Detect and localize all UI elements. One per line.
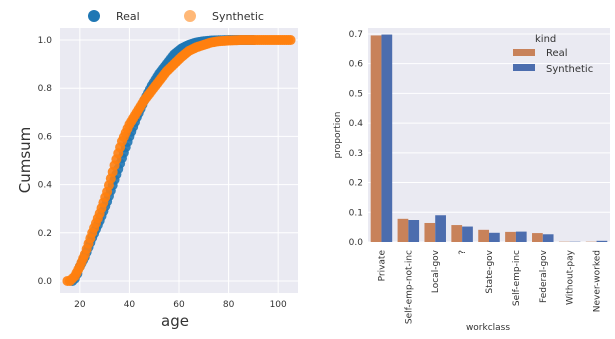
- cumsum-x-ticks: 20 40 60 80 100: [74, 300, 287, 310]
- y-tick-label: 0.0: [38, 277, 53, 287]
- legend-marker-real: [88, 10, 100, 22]
- y-tick-label: 0.3: [349, 149, 363, 159]
- bar-real-state-gov: [478, 229, 489, 242]
- bar-real--: [451, 225, 463, 242]
- y-tick-label: 0.5: [349, 89, 363, 99]
- workclass-x-ticks: Private Self-emp-not-inc Local-gov? State-g…: [377, 249, 602, 324]
- bar-real-private: [370, 35, 382, 242]
- bar-synthetic-state-gov: [489, 232, 500, 242]
- bar-synthetic-federal-gov: [542, 234, 554, 242]
- legend-label-real-bar: Real: [546, 48, 568, 59]
- bar-synthetic-never-worked: [596, 240, 608, 242]
- workclass-y-ticks: 0.0 0.1 0.2 0.3 0.4 0.5 0.6 0.7: [349, 30, 364, 248]
- y-tick-label: 1.0: [38, 36, 53, 46]
- series-synthetic: [62, 35, 296, 286]
- y-tick-label: 0.2: [349, 179, 363, 189]
- bar-synthetic-private: [381, 34, 393, 243]
- x-tick-label: Self-emp-inc: [512, 250, 522, 306]
- x-tick-label: State-gov: [485, 249, 495, 293]
- bar-synthetic-self-emp-inc: [515, 231, 527, 242]
- x-tick-label: 100: [270, 300, 287, 310]
- y-tick-label: 0.8: [38, 84, 53, 94]
- y-tick-label: 0.0: [349, 238, 364, 248]
- workclass-legend: kind Real Synthetic: [513, 34, 593, 75]
- legend-swatch-real: [513, 49, 535, 56]
- legend-swatch-synthetic: [513, 64, 535, 71]
- bar-synthetic--: [462, 226, 473, 242]
- workclass-chart: 0.0 0.1 0.2 0.3 0.4 0.5 0.6 0.7 Private Self-emp…: [333, 28, 610, 333]
- x-tick-label: 40: [124, 300, 136, 310]
- cumsum-grid: [60, 28, 298, 293]
- cumsum-chart: 0.0 0.2 0.4 0.6 0.8 1.0 20 40 60 80 100 age Cumsu…: [16, 10, 298, 330]
- bar-real-local-gov: [424, 222, 436, 242]
- cumsum-points: [62, 35, 296, 286]
- y-tick-label: 0.1: [349, 208, 363, 218]
- x-tick-label: Local-gov: [431, 249, 441, 293]
- x-tick-label: Private: [377, 250, 387, 282]
- x-tick-label: Without-pay: [566, 249, 576, 305]
- y-tick-label: 0.2: [38, 229, 52, 239]
- x-tick-label: 20: [74, 300, 86, 310]
- y-tick-label: 0.7: [349, 30, 363, 40]
- workclass-bars: [370, 34, 608, 243]
- bar-synthetic-local-gov: [435, 215, 446, 242]
- cumsum-y-axis-label: Cumsum: [16, 127, 34, 194]
- data-point: [285, 35, 296, 46]
- x-tick-label: 60: [173, 300, 185, 310]
- bar-real-federal-gov: [532, 233, 543, 242]
- bar-synthetic-self-emp-not-inc: [408, 220, 420, 242]
- workclass-y-axis-label: proportion: [333, 112, 343, 159]
- x-tick-label: Federal-gov: [539, 249, 549, 303]
- legend-title-kind: kind: [535, 34, 556, 45]
- x-tick-label: 80: [223, 300, 235, 310]
- x-tick-label: Never-worked: [593, 250, 603, 312]
- y-tick-label: 0.4: [349, 119, 364, 129]
- cumsum-legend: Real Synthetic: [88, 10, 264, 23]
- x-tick-label: Self-emp-not-inc: [404, 250, 414, 324]
- legend-label-synthetic: Synthetic: [212, 10, 264, 23]
- legend-label-real: Real: [116, 10, 140, 23]
- workclass-x-axis-label: workclass: [466, 323, 510, 333]
- x-tick-label: ?: [458, 250, 468, 255]
- workclass-plot-area: [368, 28, 610, 242]
- bar-real-self-emp-not-inc: [397, 218, 409, 242]
- bar-real-self-emp-inc: [505, 231, 516, 242]
- cumsum-x-axis-label: age: [161, 312, 189, 330]
- legend-marker-synthetic: [184, 10, 196, 22]
- y-tick-label: 0.4: [38, 181, 53, 191]
- legend-label-synthetic-bar: Synthetic: [546, 64, 593, 75]
- y-tick-label: 0.6: [349, 60, 364, 70]
- cumsum-y-ticks: 0.0 0.2 0.4 0.6 0.8 1.0: [38, 36, 53, 287]
- y-tick-label: 0.6: [38, 132, 53, 142]
